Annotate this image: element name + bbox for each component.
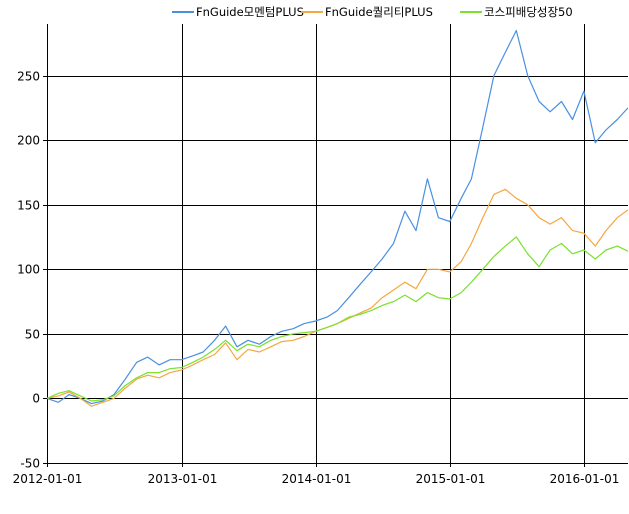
x-tick-label: 2013-01-01	[148, 472, 218, 486]
grid-lines	[47, 24, 628, 464]
y-tick-labels: -50 0 50 100 150 200 250	[17, 70, 40, 471]
y-tick-label: 250	[17, 70, 40, 84]
legend-item[interactable]: 코스피배당성장50	[460, 5, 573, 19]
legend-label: 코스피배당성장50	[484, 5, 573, 19]
series-line-3	[47, 236, 628, 402]
series-line-1	[47, 29, 628, 405]
y-tick-label: 0	[32, 392, 40, 406]
x-tick-label: 2012-01-01	[13, 472, 83, 486]
y-tick-label: 150	[17, 199, 40, 213]
axes	[43, 24, 628, 467]
data-series	[47, 29, 628, 407]
legend-item[interactable]: FnGuide퀄리티PLUS	[301, 5, 433, 19]
x-tick-labels: 2012-01-01 2013-01-01 2014-01-01 2015-01-01…	[13, 472, 620, 486]
x-tick-label: 2014-01-01	[282, 472, 352, 486]
y-tick-label: 200	[17, 134, 40, 148]
legend[interactable]: FnGuide모멘텀PLUS FnGuide퀄리티PLUS 코스피배당성장50	[172, 5, 573, 19]
legend-label: FnGuide모멘텀PLUS	[196, 5, 304, 19]
legend-item[interactable]: FnGuide모멘텀PLUS	[172, 5, 304, 19]
y-tick-label: -50	[20, 457, 40, 471]
y-tick-label: 100	[17, 263, 40, 277]
legend-label: FnGuide퀄리티PLUS	[325, 5, 433, 19]
x-tick-label: 2016-01-01	[550, 472, 620, 486]
x-tick-label: 2015-01-01	[416, 472, 486, 486]
y-tick-label: 50	[25, 328, 40, 342]
